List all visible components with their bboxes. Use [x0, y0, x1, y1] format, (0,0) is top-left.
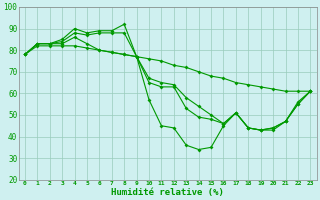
- X-axis label: Humidité relative (%): Humidité relative (%): [111, 188, 224, 197]
